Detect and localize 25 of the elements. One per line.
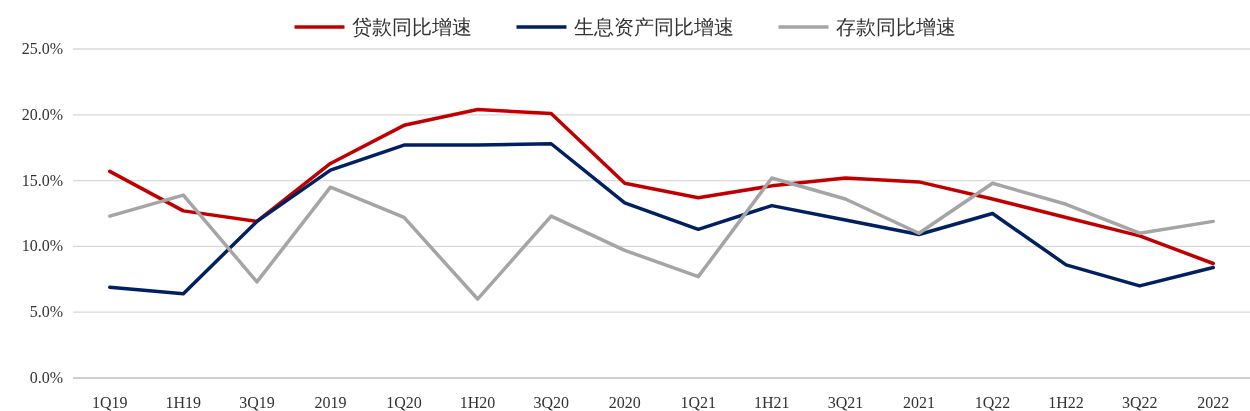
- legend-label: 贷款同比增速: [351, 16, 472, 38]
- x-tick-label: 3Q19: [239, 394, 275, 411]
- x-tick-label: 3Q22: [1121, 394, 1158, 411]
- x-tick-label: 2022: [1197, 394, 1230, 411]
- x-tick-label: 1H19: [165, 394, 202, 411]
- legend-label: 生息资产同比增速: [573, 16, 734, 38]
- x-tick-label: 3Q21: [827, 394, 864, 411]
- y-tick-label: 10.0%: [21, 237, 63, 255]
- x-tick-label: 1H20: [459, 394, 496, 411]
- x-tick-label: 1H21: [754, 394, 790, 411]
- x-tick-label: 1Q21: [680, 394, 717, 411]
- y-tick-label: 5.0%: [29, 303, 63, 321]
- y-tick-label: 25.0%: [21, 40, 63, 57]
- x-tick-label: 1Q22: [974, 394, 1011, 411]
- x-tick-label: 2019: [314, 394, 347, 411]
- x-tick-label: 1Q19: [92, 394, 128, 411]
- y-tick-label: 0.0%: [29, 369, 63, 386]
- x-tick-label: 2021: [902, 394, 935, 411]
- y-tick-label: 15.0%: [21, 171, 63, 189]
- x-tick-label: 1Q20: [386, 394, 422, 411]
- legend-label: 存款同比增速: [835, 16, 956, 38]
- x-tick-label: 1H22: [1048, 394, 1084, 411]
- y-tick-label: 20.0%: [21, 105, 63, 123]
- x-tick-label: 3Q20: [533, 394, 569, 411]
- x-tick-label: 2020: [608, 394, 641, 411]
